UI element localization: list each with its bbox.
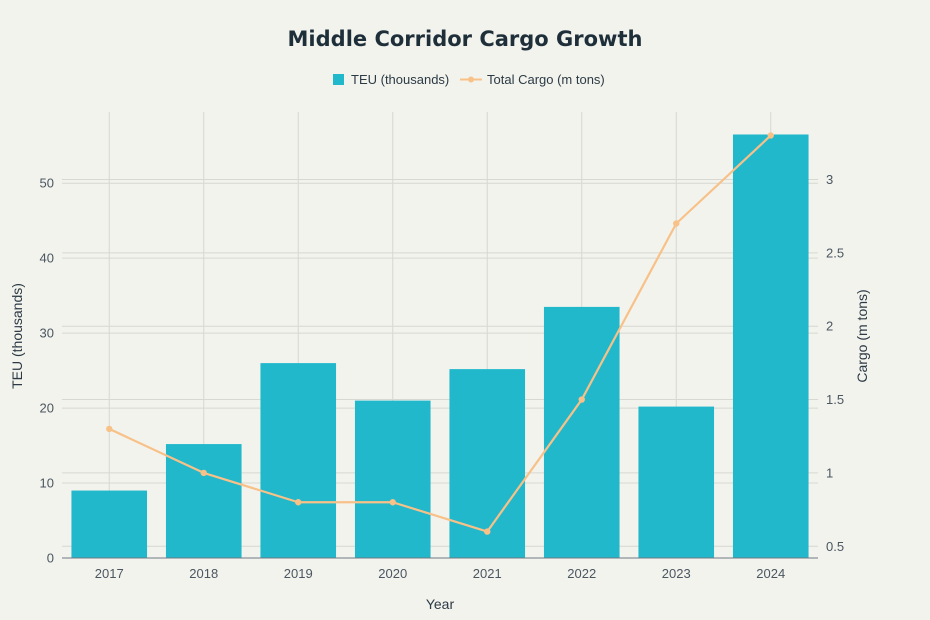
y-left-tick-label: 30 <box>40 326 54 341</box>
y-left-axis-title: TEU (thousands) <box>9 283 25 389</box>
y-right-tick-label: 1.5 <box>826 392 844 407</box>
y-left-tick-labels: 0 10 20 30 40 50 <box>40 176 54 566</box>
y-right-tick-label: 2 <box>826 319 833 334</box>
x-tick-labels: 2017 2018 2019 2020 2021 2022 2023 2024 <box>95 566 785 581</box>
chart-title: Middle Corridor Cargo Growth <box>288 27 643 51</box>
bar-2023 <box>638 406 715 558</box>
bar-2024 <box>732 134 809 558</box>
x-tick-label: 2023 <box>662 566 691 581</box>
bar-2021 <box>449 369 526 558</box>
x-tick-label: 2018 <box>189 566 218 581</box>
bar-2017 <box>71 490 148 558</box>
legend-label-cargo: Total Cargo (m tons) <box>487 72 605 87</box>
bar-2022 <box>543 306 620 558</box>
legend-swatch-cargo-marker <box>468 76 474 83</box>
y-left-tick-label: 10 <box>40 476 54 491</box>
legend: TEU (thousands) Total Cargo (m tons) <box>333 72 605 87</box>
y-right-tick-label: 2.5 <box>826 245 844 260</box>
y-left-tick-label: 50 <box>40 176 54 191</box>
bar-2019 <box>260 363 337 558</box>
legend-label-teu: TEU (thousands) <box>351 72 449 87</box>
cargo-point-2023 <box>673 220 680 227</box>
x-tick-label: 2022 <box>567 566 596 581</box>
cargo-point-2017 <box>106 425 113 433</box>
cargo-line-series <box>106 132 774 535</box>
y-right-tick-label: 1 <box>826 465 833 480</box>
x-tick-label: 2017 <box>95 566 124 581</box>
y-right-tick-label: 0.5 <box>826 539 844 554</box>
y-right-axis-title: Cargo (m tons) <box>854 289 870 382</box>
cargo-point-2021 <box>484 528 491 535</box>
bar-2018 <box>165 444 242 558</box>
cargo-point-2019 <box>295 499 302 506</box>
cargo-line <box>108 134 772 533</box>
y-left-tick-label: 0 <box>47 551 54 566</box>
grid <box>62 112 818 558</box>
bar-2020 <box>354 400 431 558</box>
y-left-tick-label: 20 <box>40 401 54 416</box>
x-tick-label: 2019 <box>284 566 313 581</box>
legend-swatch-teu <box>333 74 344 85</box>
bars <box>71 134 809 558</box>
cargo-point-2024 <box>767 132 774 139</box>
y-right-tick-label: 3 <box>826 172 833 187</box>
cargo-point-2022 <box>578 396 585 403</box>
x-axis-title: Year <box>426 596 455 612</box>
y-right-tick-labels: 0.5 1 1.5 2 2.5 3 <box>826 172 844 554</box>
cargo-point-2018 <box>200 469 207 477</box>
y-left-tick-label: 40 <box>40 251 54 266</box>
x-tick-label: 2020 <box>378 566 407 581</box>
x-tick-label: 2021 <box>473 566 502 581</box>
x-tick-label: 2024 <box>756 566 785 581</box>
cargo-point-2020 <box>389 499 396 506</box>
